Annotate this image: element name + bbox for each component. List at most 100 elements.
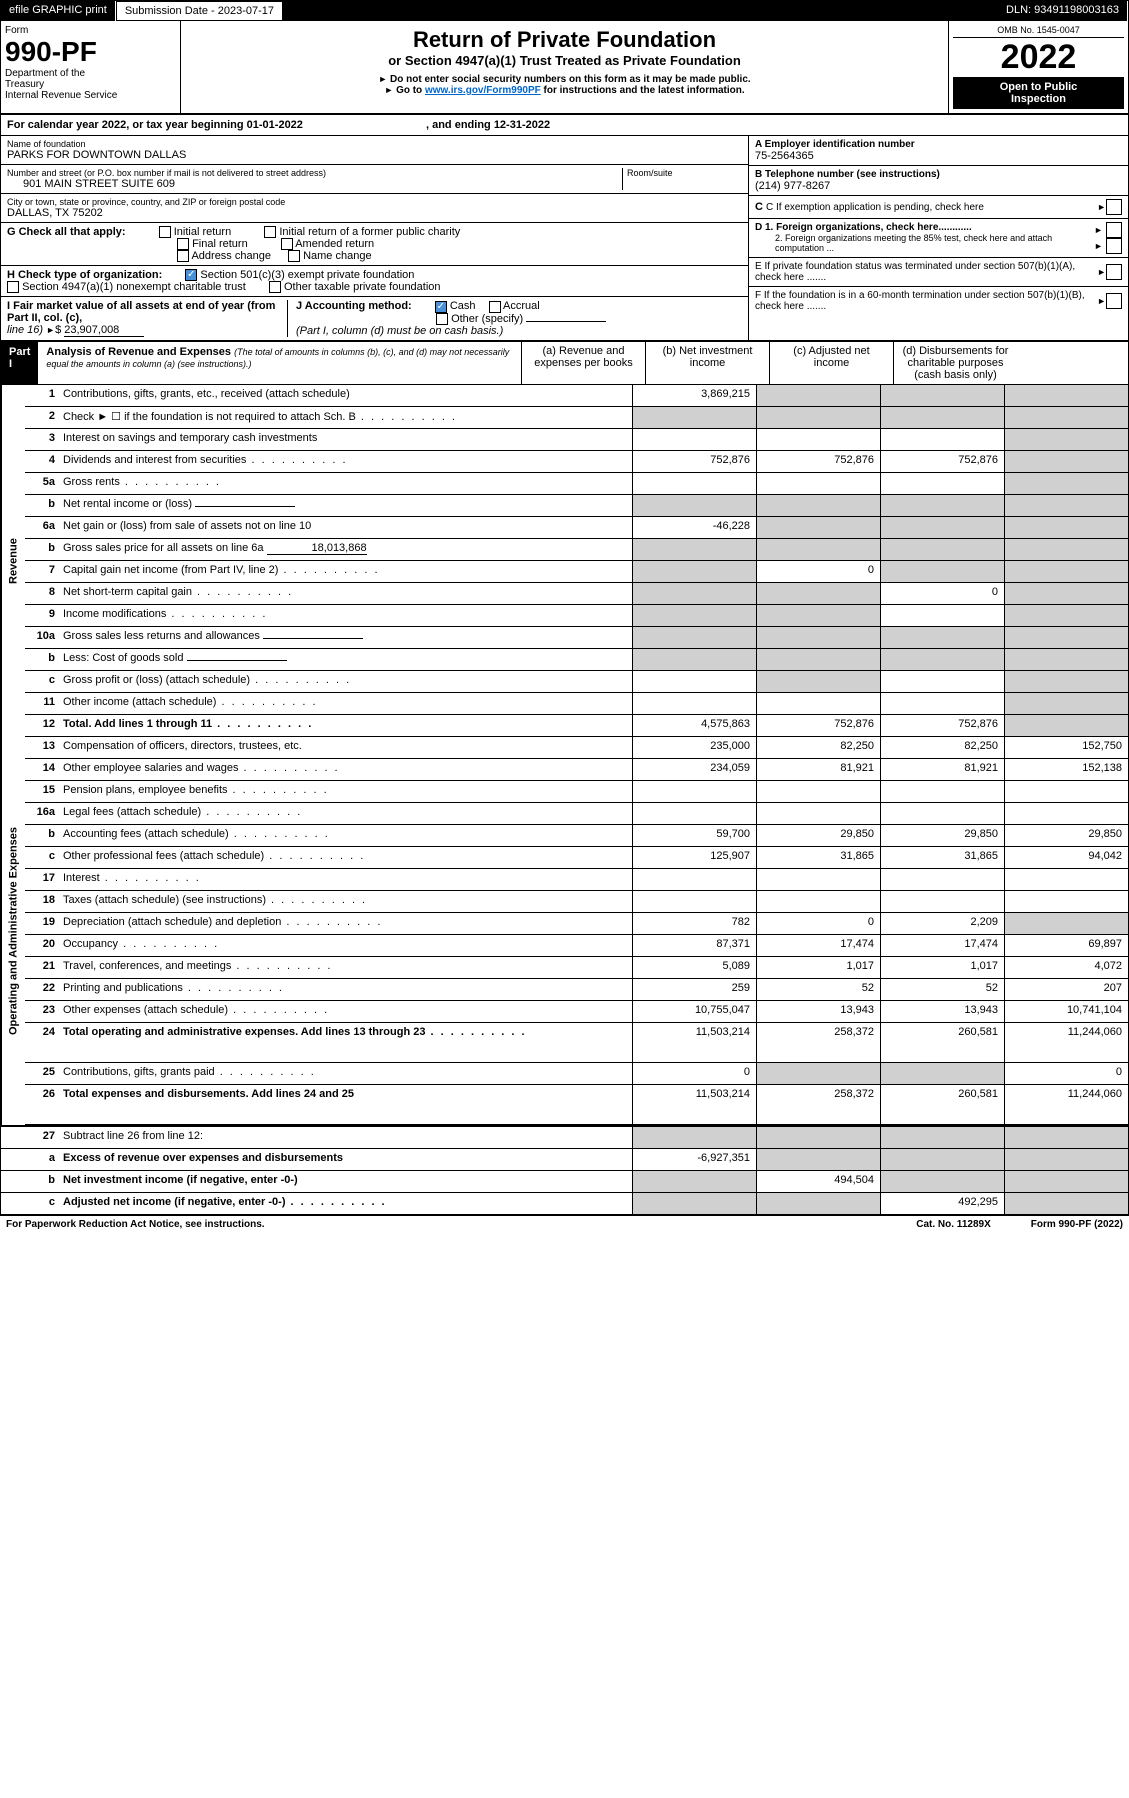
footer-left: For Paperwork Reduction Act Notice, see … — [6, 1219, 265, 1230]
opt-accrual: Accrual — [503, 300, 540, 312]
d2-label: 2. Foreign organizations meeting the 85%… — [755, 233, 1094, 253]
amount-col-c: 0 — [880, 583, 1004, 604]
i-line: line 16) — [7, 324, 43, 336]
amount-col-a — [632, 539, 756, 560]
line-number: 14 — [25, 759, 59, 780]
chk-foreign-org[interactable] — [1106, 222, 1122, 238]
amount-col-a: 11,503,214 — [632, 1023, 756, 1062]
i-label: I Fair market value of all assets at end… — [7, 300, 275, 324]
amount-col-c: 29,850 — [880, 825, 1004, 846]
amount-col-b: 31,865 — [756, 847, 880, 868]
amount-col-a: 752,876 — [632, 451, 756, 472]
chk-initial-return[interactable] — [159, 226, 171, 238]
dept-line1: Department of the — [5, 68, 176, 79]
efile-label: efile GRAPHIC print — [1, 1, 116, 21]
amount-col-a — [632, 649, 756, 670]
line-description: Income modifications — [59, 605, 632, 626]
amount-col-d — [1004, 891, 1128, 912]
table-row: 6aNet gain or (loss) from sale of assets… — [25, 517, 1128, 539]
chk-foreign-85[interactable] — [1106, 238, 1122, 254]
amount-col-c: 260,581 — [880, 1023, 1004, 1062]
amount-col-b — [756, 385, 880, 406]
table-row: 7Capital gain net income (from Part IV, … — [25, 561, 1128, 583]
amount-col-a: 59,700 — [632, 825, 756, 846]
cal-begin: For calendar year 2022, or tax year begi… — [7, 119, 303, 131]
amount-col-b — [756, 605, 880, 626]
amount-col-d: 29,850 — [1004, 825, 1128, 846]
line-number: b — [25, 1171, 59, 1192]
amount-col-b — [756, 781, 880, 802]
amount-col-a: 4,575,863 — [632, 715, 756, 736]
chk-address-change[interactable] — [177, 250, 189, 262]
opt-addr-change: Address change — [191, 250, 271, 262]
line-description: Taxes (attach schedule) (see instruction… — [59, 891, 632, 912]
table-row: 13Compensation of officers, directors, t… — [25, 737, 1128, 759]
header-bar: efile GRAPHIC print Submission Date - 20… — [1, 1, 1128, 21]
line-description: Capital gain net income (from Part IV, l… — [59, 561, 632, 582]
chk-amended[interactable] — [281, 238, 293, 250]
line-description: Adjusted net income (if negative, enter … — [59, 1193, 632, 1214]
line-description: Gross sales price for all assets on line… — [59, 539, 632, 560]
amount-col-a — [632, 803, 756, 824]
line-description: Depreciation (attach schedule) and deple… — [59, 913, 632, 934]
chk-name-change[interactable] — [288, 250, 300, 262]
amount-col-b — [756, 495, 880, 516]
e-label: E If private foundation status was termi… — [755, 261, 1097, 283]
amount-col-a — [632, 869, 756, 890]
name-label: Name of foundation — [7, 139, 742, 149]
chk-final-return[interactable] — [177, 238, 189, 250]
line-description: Occupancy — [59, 935, 632, 956]
amount-col-c — [880, 1063, 1004, 1084]
amount-col-a — [632, 605, 756, 626]
amount-col-c — [880, 869, 1004, 890]
irs-link[interactable]: www.irs.gov/Form990PF — [425, 85, 541, 96]
amount-col-b — [756, 583, 880, 604]
chk-501c3[interactable] — [185, 269, 197, 281]
foundation-name: PARKS FOR DOWNTOWN DALLAS — [7, 149, 742, 161]
line-number: 25 — [25, 1063, 59, 1084]
amount-col-a: -46,228 — [632, 517, 756, 538]
table-row: 9Income modifications — [25, 605, 1128, 627]
chk-cash[interactable] — [435, 301, 447, 313]
line-description: Net short-term capital gain — [59, 583, 632, 604]
chk-4947[interactable] — [7, 281, 19, 293]
table-row: 24Total operating and administrative exp… — [25, 1023, 1128, 1063]
line-number: 17 — [25, 869, 59, 890]
line-description: Travel, conferences, and meetings — [59, 957, 632, 978]
amount-col-d: 152,750 — [1004, 737, 1128, 758]
table-row: 11Other income (attach schedule) — [25, 693, 1128, 715]
opt-initial: Initial return — [174, 226, 231, 238]
amount-col-b — [756, 627, 880, 648]
table-row: bLess: Cost of goods sold — [25, 649, 1128, 671]
amount-col-b — [756, 539, 880, 560]
table-row: 18Taxes (attach schedule) (see instructi… — [25, 891, 1128, 913]
table-row: 21Travel, conferences, and meetings5,089… — [25, 957, 1128, 979]
amount-col-d: 4,072 — [1004, 957, 1128, 978]
table-row: 23Other expenses (attach schedule)10,755… — [25, 1001, 1128, 1023]
table-row: 15Pension plans, employee benefits — [25, 781, 1128, 803]
chk-other-taxable[interactable] — [269, 281, 281, 293]
a-label: A Employer identification number — [755, 139, 1122, 150]
h-label: H Check type of organization: — [7, 269, 162, 281]
g-label: G Check all that apply: — [7, 226, 126, 238]
chk-60month[interactable] — [1106, 293, 1122, 309]
line-description: Total operating and administrative expen… — [59, 1023, 632, 1062]
col-a-hdr: (a) Revenue and expenses per books — [521, 342, 645, 384]
line-number: 12 — [25, 715, 59, 736]
tax-year: 2022 — [953, 38, 1124, 77]
amount-col-b — [756, 1063, 880, 1084]
chk-exemption-pending[interactable] — [1106, 199, 1122, 215]
amount-col-c — [880, 891, 1004, 912]
chk-initial-former[interactable] — [264, 226, 276, 238]
chk-accrual[interactable] — [489, 301, 501, 313]
chk-other-method[interactable] — [436, 313, 448, 325]
amount-col-d — [1004, 781, 1128, 802]
table-row: 5aGross rents — [25, 473, 1128, 495]
line-description: Contributions, gifts, grants, etc., rece… — [59, 385, 632, 406]
chk-terminated[interactable] — [1106, 264, 1122, 280]
line-description: Check ► ☐ if the foundation is not requi… — [59, 407, 632, 428]
line-description: Gross profit or (loss) (attach schedule) — [59, 671, 632, 692]
amount-col-c — [880, 495, 1004, 516]
line-number: b — [25, 539, 59, 560]
table-row: 20Occupancy87,37117,47417,47469,897 — [25, 935, 1128, 957]
